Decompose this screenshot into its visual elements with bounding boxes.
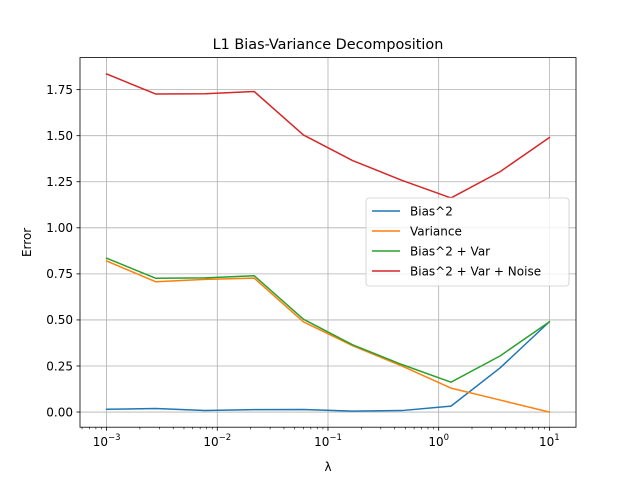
chart-title: L1 Bias-Variance Decomposition — [213, 37, 444, 53]
x-tick-label: 100 — [428, 433, 449, 449]
x-tick-label: 10−2 — [203, 433, 231, 449]
legend-label: Variance — [410, 224, 462, 238]
legend-box — [365, 197, 570, 287]
x-tick-exponent: −2 — [219, 433, 232, 443]
x-ticks: 10−3 10−2 10−1 100 101 — [81, 427, 560, 449]
legend-label: Bias^2 + Var + Noise — [410, 264, 541, 278]
x-tick-base: 10 — [539, 435, 554, 449]
x-tick-base: 10 — [93, 435, 108, 449]
x-tick-base: 10 — [428, 435, 443, 449]
y-tick-label: 1.50 — [46, 129, 73, 143]
legend-label: Bias^2 + Var — [410, 244, 490, 258]
y-axis-label: Error — [20, 228, 34, 257]
series-lines — [105, 73, 551, 413]
y-tick-label: 1.75 — [46, 83, 73, 97]
x-tick-exponent: 1 — [554, 433, 559, 443]
series-line-2 — [105, 259, 551, 413]
y-tick-label: 1.25 — [46, 175, 73, 189]
series-line-4 — [105, 73, 551, 199]
x-tick-exponent: 0 — [444, 433, 449, 443]
x-tick-exponent: −1 — [329, 433, 342, 443]
legend-label: Bias^2 — [410, 204, 453, 218]
y-tick-label: 0.75 — [46, 267, 73, 281]
series-line-3 — [105, 257, 551, 383]
y-tick-label: 1.00 — [46, 221, 73, 235]
x-tick-exponent: −3 — [108, 433, 121, 443]
x-axis-label: λ — [324, 460, 331, 474]
y-tick-label: 0.00 — [46, 405, 73, 419]
y-tick-label: 0.25 — [46, 359, 73, 373]
x-tick-label: 10−1 — [314, 433, 342, 449]
y-ticks: 0.00 0.25 0.50 0.75 1.00 1.25 1.50 1.75 — [46, 83, 80, 419]
series-line-1 — [105, 320, 551, 412]
legend: Bias^2 Variance Bias^2 + Var Bias^2 + Var +… — [365, 197, 570, 287]
x-tick-label: 10−3 — [93, 433, 121, 449]
x-tick-base: 10 — [203, 435, 218, 449]
x-tick-base: 10 — [314, 435, 329, 449]
x-tick-label: 101 — [539, 433, 560, 449]
y-tick-label: 0.50 — [46, 313, 73, 327]
